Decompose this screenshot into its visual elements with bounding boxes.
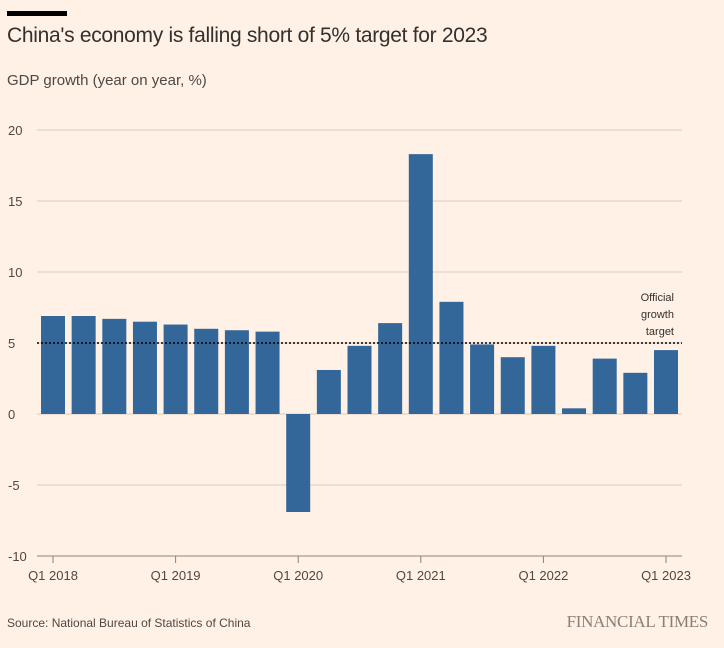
target-annotation: target — [646, 326, 674, 338]
bar-q4-2022 — [623, 372, 648, 414]
bar-q1-2020 — [286, 414, 311, 512]
x-tick-label: Q1 2021 — [396, 568, 446, 583]
x-tick-label: Q1 2022 — [518, 568, 568, 583]
x-tick-label: Q1 2020 — [273, 568, 323, 583]
target-annotation: Official — [641, 292, 674, 304]
bar-q1-2021 — [408, 154, 433, 414]
y-tick-label: -5 — [8, 478, 20, 493]
bar-q2-2018 — [71, 316, 96, 414]
bar-q3-2019 — [224, 330, 249, 414]
x-tick-label: Q1 2023 — [641, 568, 691, 583]
y-tick-label: -10 — [8, 549, 27, 564]
bar-q1-2022 — [531, 345, 556, 414]
ft-logo: FINANCIAL TIMES — [566, 612, 709, 631]
bar-q2-2019 — [194, 328, 219, 414]
y-tick-label: 5 — [8, 336, 15, 351]
bar-q2-2022 — [562, 408, 587, 414]
bar-q2-2020 — [316, 369, 341, 414]
source-note: Source: National Bureau of Statistics of… — [7, 616, 251, 630]
title-accent-bar — [7, 11, 67, 16]
y-tick-label: 0 — [8, 407, 15, 422]
x-tick-label: Q1 2019 — [151, 568, 201, 583]
y-tick-label: 15 — [8, 194, 22, 209]
bar-q3-2018 — [102, 318, 127, 414]
chart-subtitle: GDP growth (year on year, %) — [7, 72, 207, 89]
bar-q1-2019 — [163, 324, 188, 414]
bar-q3-2021 — [470, 344, 495, 414]
x-tick-label: Q1 2018 — [28, 568, 78, 583]
bar-q4-2018 — [132, 321, 157, 414]
bar-q4-2020 — [378, 323, 403, 414]
bar-q1-2018 — [41, 316, 65, 414]
bar-q3-2020 — [347, 345, 372, 414]
chart-title: China's economy is falling short of 5% t… — [7, 24, 488, 47]
y-tick-label: 20 — [8, 123, 22, 138]
bar-q4-2019 — [255, 331, 280, 414]
bar-q2-2021 — [439, 301, 464, 414]
bar-q3-2022 — [592, 358, 617, 414]
target-annotation: growth — [641, 309, 674, 321]
bar-q4-2021 — [500, 357, 525, 414]
y-tick-label: 10 — [8, 265, 22, 280]
bar-q1-2023 — [654, 350, 678, 414]
